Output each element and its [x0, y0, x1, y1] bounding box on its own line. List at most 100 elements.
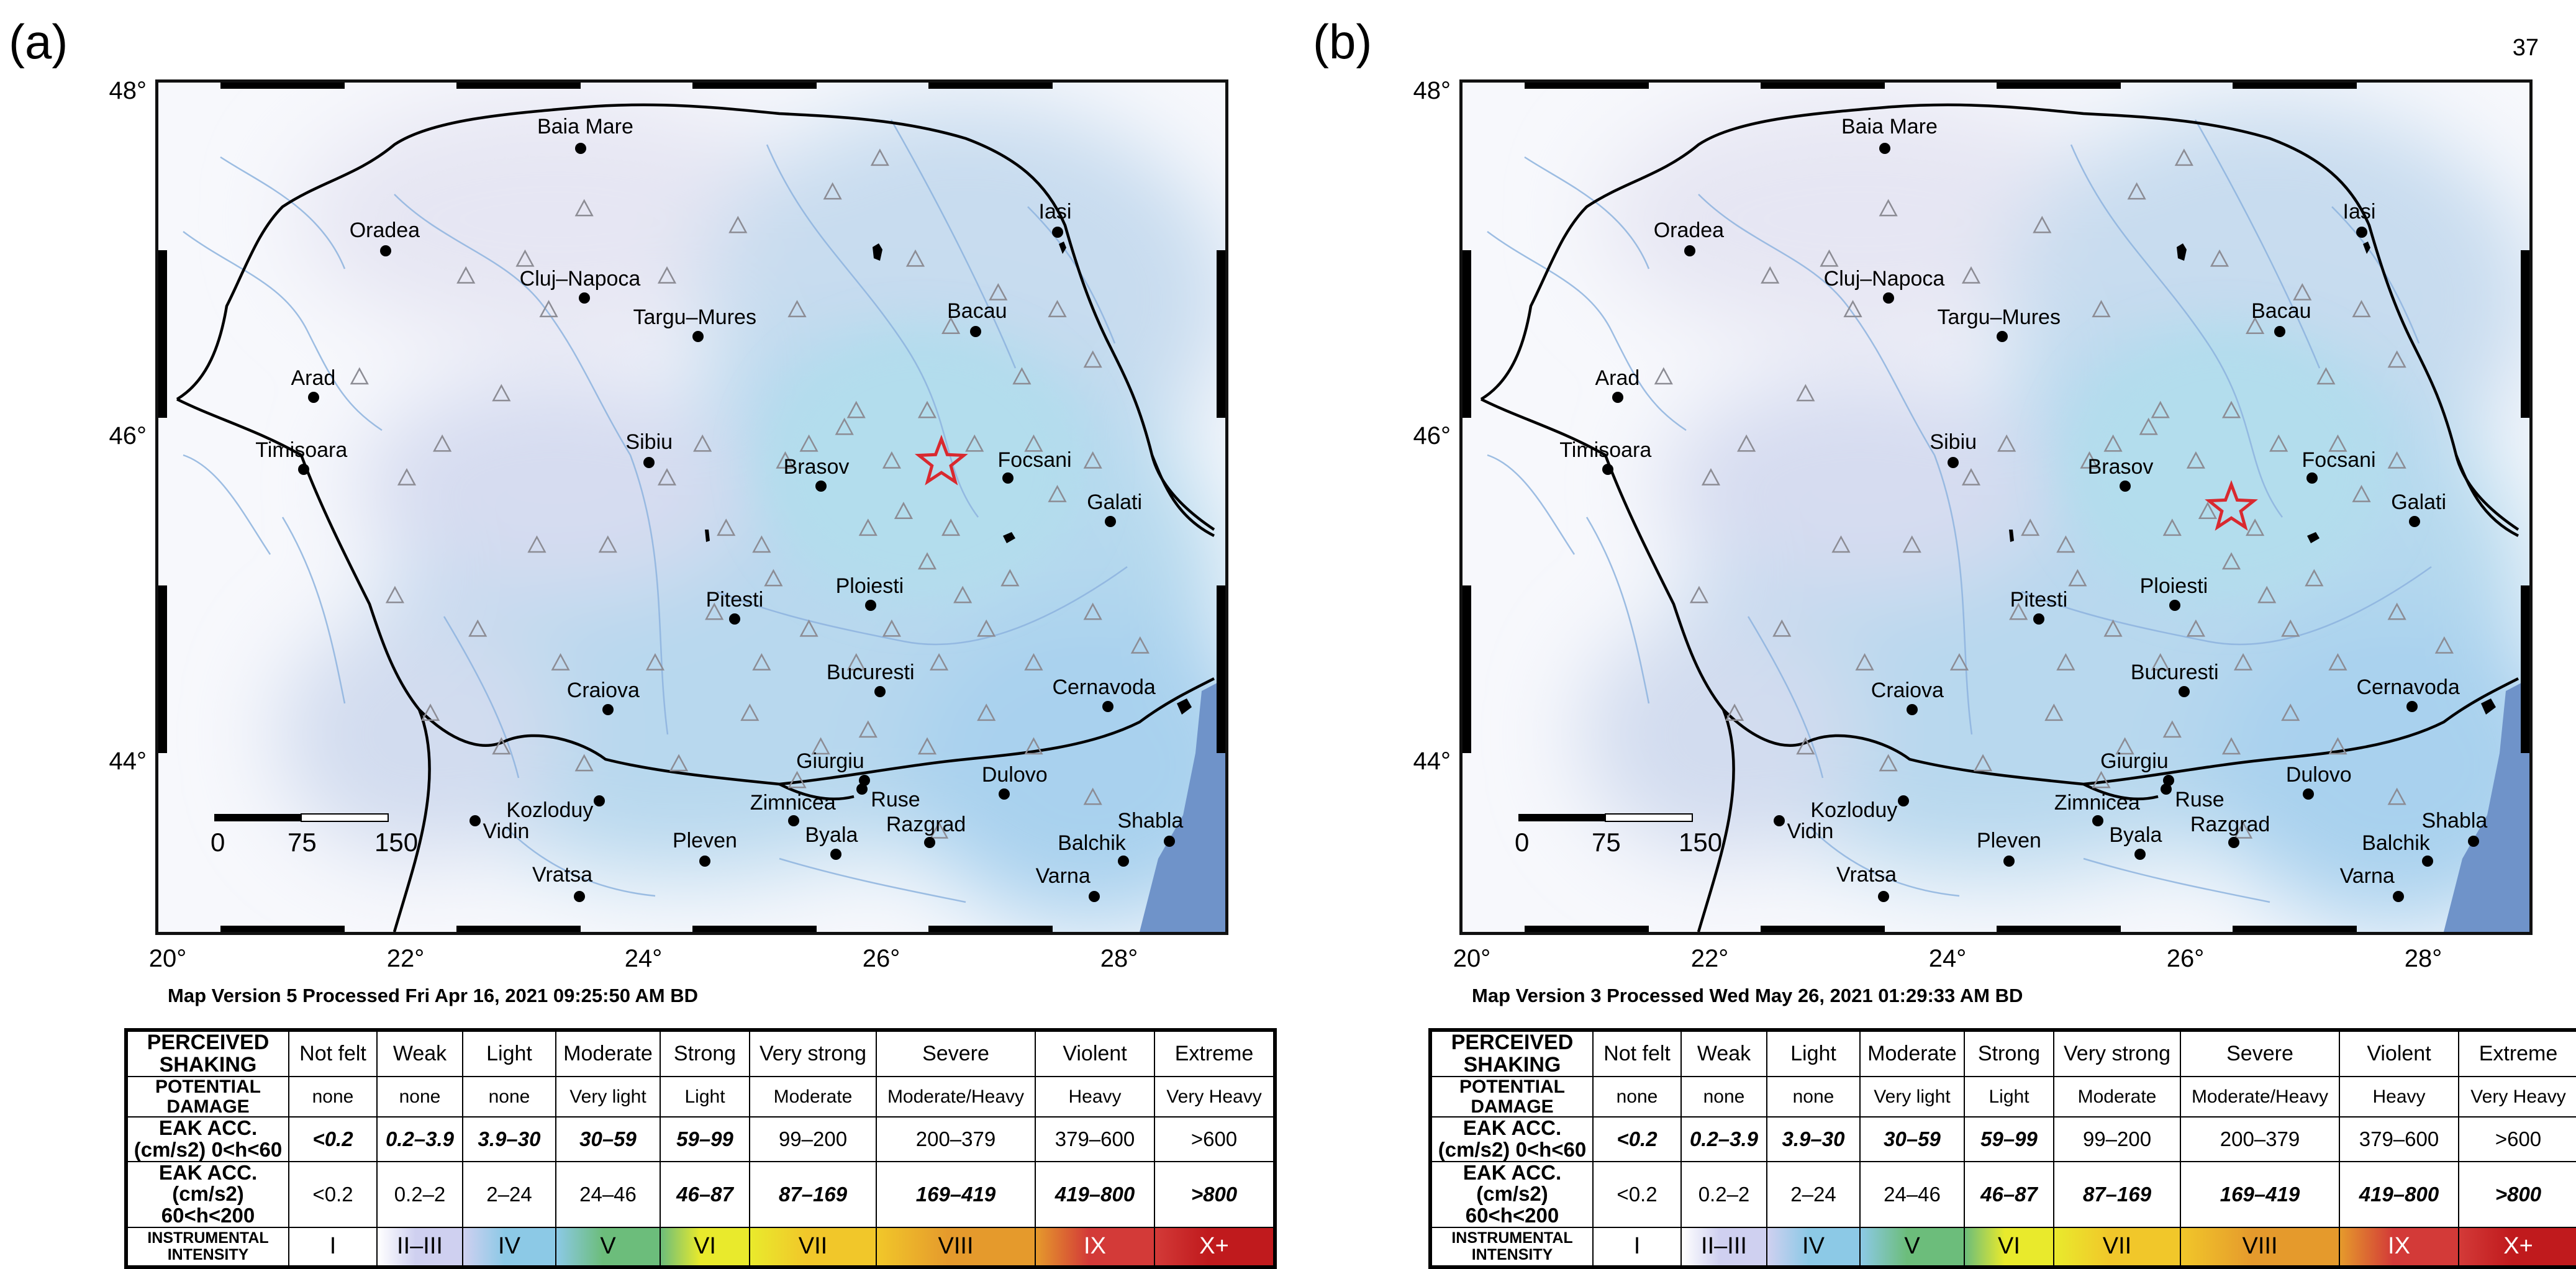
legend-intensity-cell: VIII [2180, 1226, 2340, 1268]
country-borders [176, 103, 1215, 932]
legend-acc-shallow-cell: 200–379 [876, 1116, 1036, 1162]
city-label: Brasov [2087, 455, 2154, 479]
city-label: Vidin [1787, 820, 1834, 844]
city-marker-icon [1102, 701, 1114, 712]
station-triangle-icon [2221, 400, 2241, 418]
legend-shaking-cell: Violent [2339, 1029, 2459, 1078]
station-triangle-icon [527, 535, 546, 553]
city-label: Pleven [1976, 829, 2041, 853]
station-triangle-icon [1831, 535, 1851, 553]
legend-shaking-cell: Violent [1035, 1029, 1155, 1078]
station-triangle-icon [2068, 569, 2087, 587]
station-triangle-icon [1701, 467, 1721, 485]
legend-acc-deep-cell: 24–46 [555, 1160, 661, 1228]
city-marker-icon [594, 795, 605, 806]
station-triangle-icon [2103, 619, 2123, 637]
city-label: Ploiesti [835, 574, 904, 598]
station-triangle-icon [2387, 350, 2406, 368]
legend-acc-shallow-cell: 0.2–3.9 [376, 1116, 463, 1162]
station-triangle-icon [882, 451, 901, 469]
station-triangle-icon [657, 266, 677, 284]
map-frame-ticks [158, 83, 1225, 932]
station-triangle-icon [917, 737, 937, 755]
station-triangle-icon [917, 400, 937, 418]
city-marker-icon [1774, 815, 1785, 827]
station-markers [1654, 148, 2454, 839]
station-triangle-icon [433, 434, 452, 452]
station-triangle-icon [1820, 249, 1839, 267]
city-marker-icon [307, 391, 319, 403]
city-label: Sibiu [625, 430, 673, 454]
scale-label-75: 75 [1592, 828, 1621, 857]
station-triangle-icon [1048, 300, 1067, 317]
city-label: Targu–Mures [633, 305, 756, 330]
legend-acc-shallow-cell: 3.9–30 [1766, 1116, 1861, 1162]
city-label: Iasi [1038, 200, 1072, 224]
city-label: Kozloduy [1810, 798, 1898, 822]
city-label: Arad [291, 366, 336, 390]
station-triangle-icon [1949, 653, 1969, 671]
city-label: Galati [2391, 490, 2447, 515]
city-marker-icon [2422, 856, 2434, 867]
station-triangle-icon [787, 770, 807, 788]
station-triangle-icon [350, 367, 369, 385]
legend-shaking-cell: Strong [1964, 1029, 2054, 1078]
station-triangle-icon [1961, 266, 1981, 284]
city-marker-icon [856, 783, 868, 795]
station-triangle-icon [2210, 249, 2229, 267]
station-triangle-icon [2246, 518, 2265, 536]
legend-acc-shallow-cell: 379–600 [2339, 1116, 2459, 1162]
city-marker-icon [1051, 227, 1063, 238]
city-marker-icon [578, 292, 590, 304]
station-triangle-icon [1024, 737, 1043, 755]
station-triangle-icon [397, 467, 417, 485]
station-triangle-icon [2434, 636, 2454, 654]
city-marker-icon [998, 788, 1010, 800]
legend-damage-cell: Very light [1859, 1076, 1965, 1118]
city-marker-icon [643, 457, 655, 469]
station-triangle-icon [1083, 350, 1102, 368]
station-triangle-icon [1961, 467, 1981, 485]
legend-acc-shallow-cell: 0.2–3.9 [1680, 1116, 1767, 1162]
legend-head-acc-shallow: EAK ACC.(cm/s2) 0<h<60 [125, 1116, 289, 1162]
city-label: Dulovo [981, 762, 1048, 787]
city-marker-icon [298, 464, 310, 476]
legend-shaking-cell: Light [1766, 1029, 1861, 1078]
city-label: Shabla [1117, 808, 1184, 833]
city-label: Bucuresti [2130, 660, 2219, 684]
page-number: 37 [2512, 35, 2539, 61]
epicenter-star-icon [2205, 480, 2258, 531]
station-triangle-icon [1843, 300, 1862, 317]
legend-shaking-cell: Not felt [1592, 1029, 1682, 1078]
legend-acc-shallow-cell: 3.9–30 [462, 1116, 556, 1162]
city-label: Razgrad [2190, 813, 2270, 837]
legend-acc-deep-cell: 419–800 [1035, 1160, 1155, 1228]
station-triangle-icon [2221, 552, 2241, 570]
station-triangle-icon [977, 619, 996, 637]
legend-acc-deep-cell: >800 [2458, 1160, 2576, 1228]
station-triangle-icon [1997, 434, 2016, 452]
city-marker-icon [1906, 704, 1918, 716]
city-marker-icon [2003, 856, 2015, 867]
lat-label-44: 44° [109, 747, 147, 775]
legend-row-acc-shallow: EAK ACC.(cm/s2) 0<h<60 <0.2 0.2–3.9 3.9–30… [125, 1116, 1276, 1162]
city-label: Galati [1087, 490, 1143, 515]
station-triangle-icon [420, 703, 440, 721]
legend-intensity-cell: IV [1766, 1226, 1861, 1268]
city-marker-icon [728, 613, 740, 625]
city-marker-icon [2178, 685, 2190, 697]
station-triangle-icon [539, 300, 558, 317]
station-triangle-icon [2056, 653, 2075, 671]
city-marker-icon [2033, 613, 2044, 625]
lat-label-46: 46° [109, 422, 147, 449]
legend-acc-shallow-cell: 200–379 [2180, 1116, 2340, 1162]
city-label: Baia Mare [1841, 114, 1938, 138]
epicenter-star-icon [914, 435, 968, 485]
legend-acc-deep-cell: 24–46 [1859, 1160, 1965, 1228]
scale-label-150: 150 [374, 828, 419, 857]
scale-label-150: 150 [1679, 828, 1723, 857]
lon-label-24: 24° [624, 945, 663, 972]
station-triangle-icon [2056, 535, 2075, 553]
legend-head-intensity: INSTRUMENTAL INTENSITY [1430, 1226, 1594, 1268]
city-marker-icon [2169, 600, 2180, 612]
